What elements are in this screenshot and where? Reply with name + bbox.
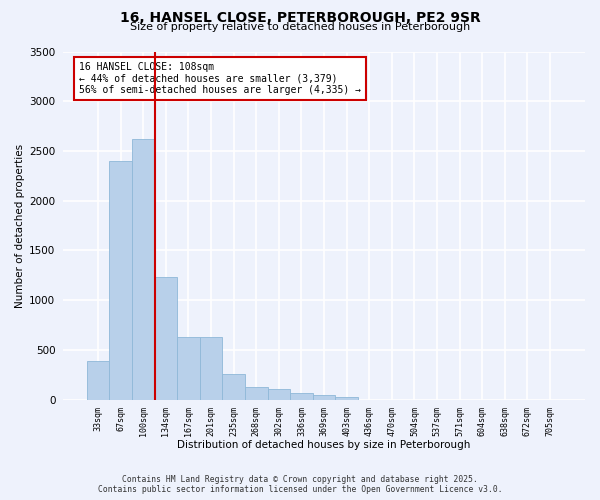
- Text: Contains HM Land Registry data © Crown copyright and database right 2025.
Contai: Contains HM Land Registry data © Crown c…: [98, 474, 502, 494]
- Bar: [177, 337, 200, 400]
- Bar: [200, 337, 223, 400]
- Bar: [87, 361, 109, 400]
- Bar: [155, 278, 177, 400]
- Text: 16, HANSEL CLOSE, PETERBOROUGH, PE2 9SR: 16, HANSEL CLOSE, PETERBOROUGH, PE2 9SR: [119, 11, 481, 25]
- Bar: [245, 386, 268, 400]
- Text: Size of property relative to detached houses in Peterborough: Size of property relative to detached ho…: [130, 22, 470, 32]
- Bar: [132, 139, 155, 400]
- Bar: [268, 388, 290, 400]
- Bar: [290, 392, 313, 400]
- X-axis label: Distribution of detached houses by size in Peterborough: Distribution of detached houses by size …: [178, 440, 471, 450]
- Y-axis label: Number of detached properties: Number of detached properties: [15, 144, 25, 308]
- Text: 16 HANSEL CLOSE: 108sqm
← 44% of detached houses are smaller (3,379)
56% of semi: 16 HANSEL CLOSE: 108sqm ← 44% of detache…: [79, 62, 361, 95]
- Bar: [223, 374, 245, 400]
- Bar: [109, 161, 132, 400]
- Bar: [313, 394, 335, 400]
- Bar: [335, 396, 358, 400]
